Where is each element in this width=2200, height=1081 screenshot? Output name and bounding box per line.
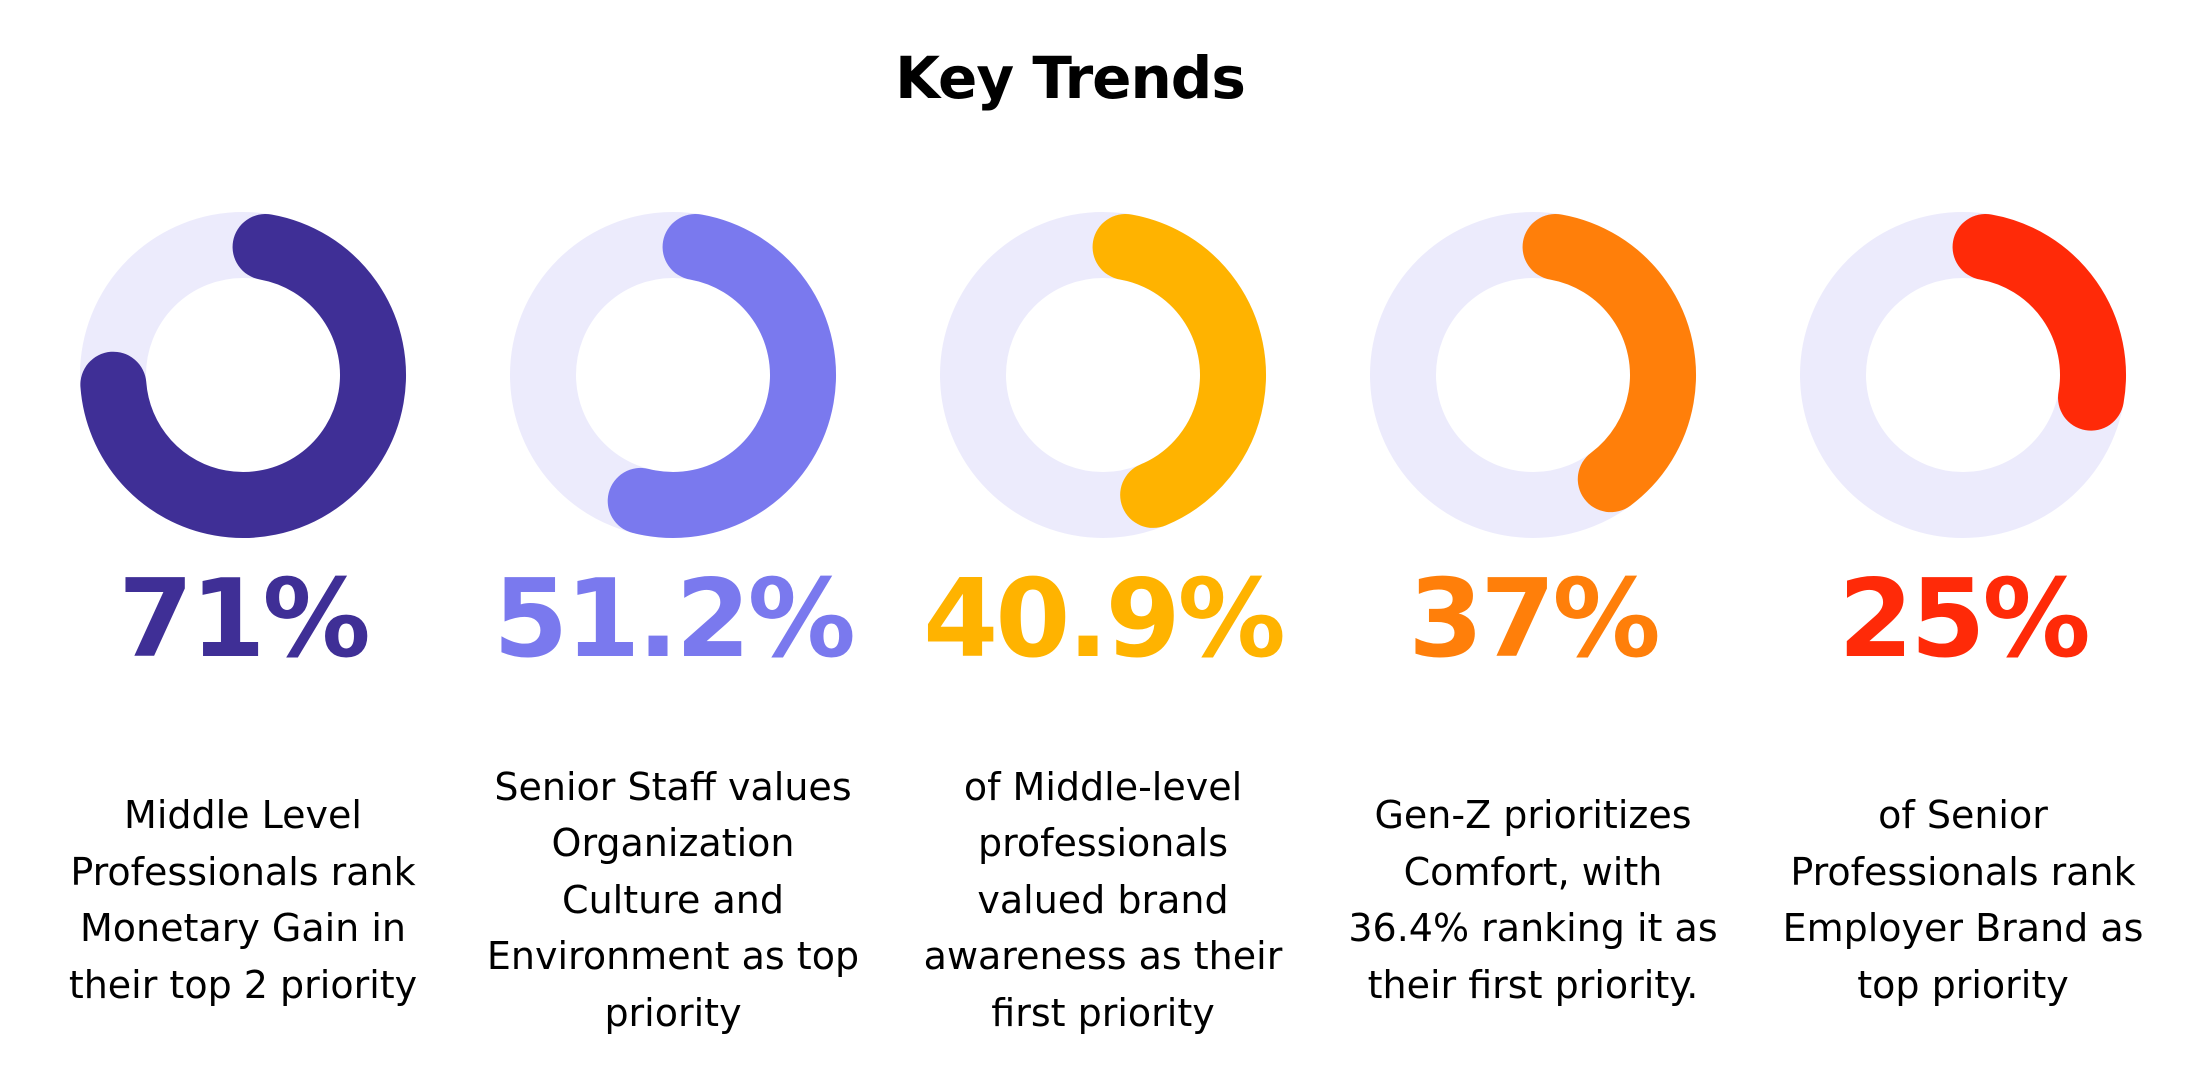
donut-chart	[1800, 212, 2126, 538]
description-line: Environment as top	[486, 934, 860, 979]
description-line: their first priority.	[1367, 962, 1699, 1007]
description-line: Organization	[551, 821, 795, 866]
trend-card: 51.2% Senior Staff values Organization Cult…	[458, 0, 888, 1081]
description-line: professionals	[977, 821, 1229, 866]
trend-card: 71% Middle Level Professionals rank Monetar…	[28, 0, 458, 1081]
description-line: Middle Level	[124, 793, 362, 837]
description-line: Professionals rank	[70, 849, 416, 894]
description-line: Comfort, with	[1403, 849, 1663, 894]
description-line: of Senior	[1878, 793, 2048, 837]
chart-title: Key Trends	[895, 44, 1246, 112]
donut-value-arc	[940, 212, 1266, 538]
donut-value-arc	[510, 212, 836, 538]
percentage-label: 40.9%	[923, 557, 1286, 682]
trend-card: 40.9% of Middle-level professionals valued …	[888, 0, 1318, 1081]
percentage-label: 37%	[1408, 557, 1661, 682]
trend-description: Gen-Z prioritizes Comfort, with 36.4% rank…	[1318, 787, 1748, 1013]
percentage-label: 25%	[1838, 557, 2091, 682]
description-line: 36.4% ranking it as	[1348, 906, 1718, 950]
percentage-label: 51.2%	[493, 557, 856, 682]
donut-value-arc	[1800, 212, 2126, 538]
trend-description: Senior Staff values Organization Culture a…	[458, 759, 888, 1042]
donut-value-arc	[1370, 212, 1696, 538]
trend-description: of Middle-level professionals valued brand…	[888, 759, 1318, 1042]
donut-chart	[80, 212, 406, 538]
description-line: priority	[604, 990, 742, 1035]
trend-card: 37% Gen-Z prioritizes Comfort, with 36.4% r…	[1318, 0, 1748, 1081]
trend-card: 25% of Senior Professionals rank Employer B…	[1748, 0, 2178, 1081]
description-line: first priority	[991, 990, 1215, 1035]
description-line: valued brand	[977, 877, 1229, 922]
description-line: top priority	[1857, 962, 2069, 1007]
trend-description: Middle Level Professionals rank Monetary G…	[28, 787, 458, 1013]
description-line: their top 2 priority	[68, 962, 418, 1007]
donut-value-arc	[80, 212, 406, 538]
description-line: of Middle-level	[963, 764, 1243, 809]
description-line: awareness as their	[923, 934, 1283, 979]
donut-chart	[510, 212, 836, 538]
description-line: Professionals rank	[1790, 849, 2136, 894]
description-line: Gen-Z prioritizes	[1374, 793, 1692, 837]
description-line: Employer Brand as	[1782, 906, 2144, 950]
trend-description: of Senior Professionals rank Employer Bran…	[1748, 787, 2178, 1013]
description-line: Culture and	[562, 877, 784, 922]
description-line: Monetary Gain in	[80, 906, 406, 950]
donut-chart	[940, 212, 1266, 538]
donut-chart	[1370, 212, 1696, 538]
description-line: Senior Staff values	[494, 764, 852, 809]
percentage-label: 71%	[118, 557, 371, 682]
